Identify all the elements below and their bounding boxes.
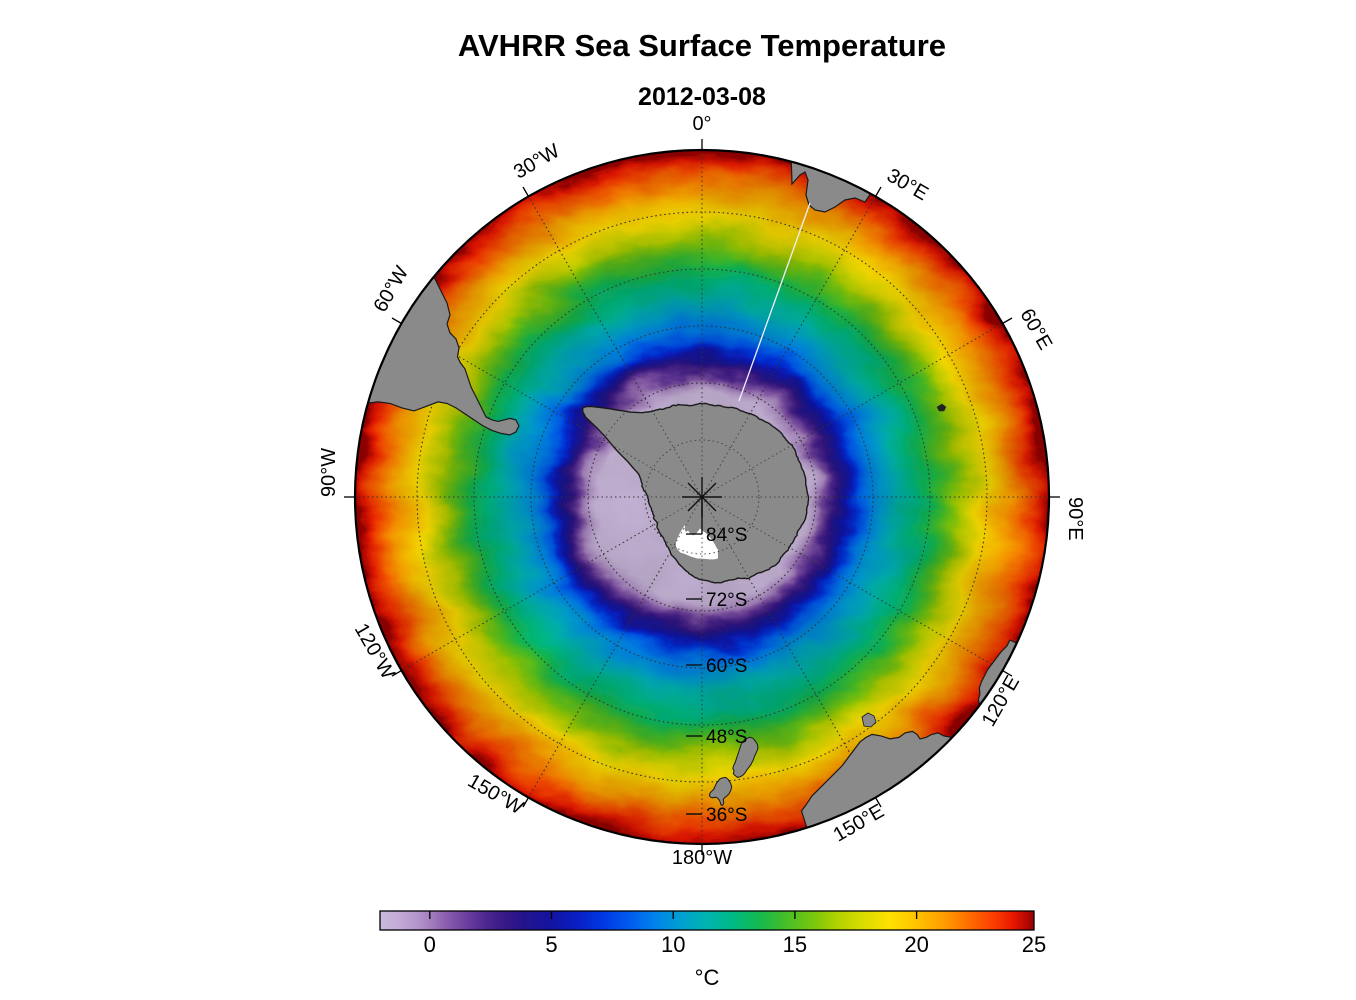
svg-text:60°E: 60°E [1015,305,1056,354]
svg-text:15: 15 [783,932,807,957]
svg-text:84°S: 84°S [706,525,747,546]
svg-text:25: 25 [1022,932,1046,957]
svg-text:60°S: 60°S [706,656,747,677]
svg-text:°C: °C [695,965,720,990]
svg-text:180°W: 180°W [672,847,732,869]
svg-text:30°E: 30°E [883,164,932,205]
svg-text:0°: 0° [692,113,711,135]
svg-text:48°S: 48°S [706,727,747,748]
svg-text:5: 5 [545,932,557,957]
svg-text:90°E: 90°E [1064,497,1086,541]
svg-text:0: 0 [424,932,436,957]
svg-text:60°W: 60°W [369,262,413,316]
svg-text:90°W: 90°W [318,448,340,497]
svg-text:30°W: 30°W [510,140,564,184]
svg-text:20: 20 [904,932,928,957]
svg-text:36°S: 36°S [706,805,747,826]
svg-text:72°S: 72°S [706,590,747,611]
svg-text:10: 10 [661,932,685,957]
